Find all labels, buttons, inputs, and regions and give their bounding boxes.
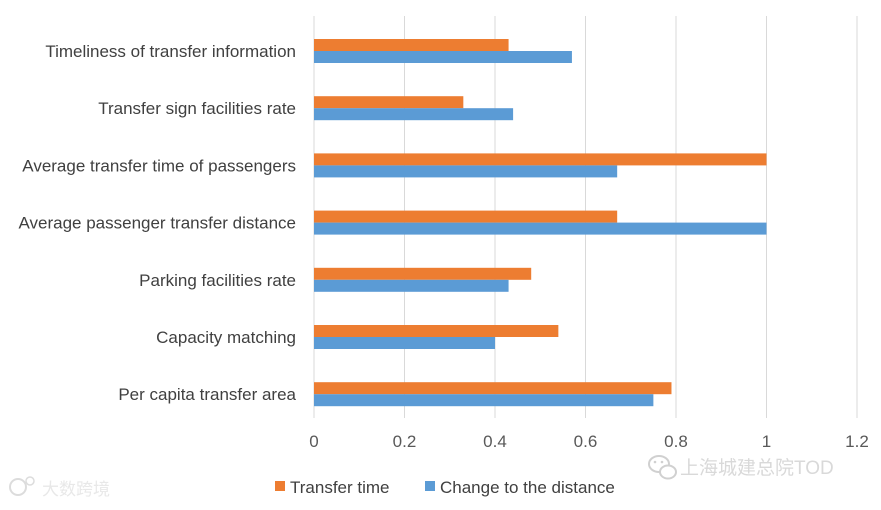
legend-swatch-transfer-time — [275, 481, 285, 491]
category-label: Per capita transfer area — [118, 385, 296, 404]
category-label: Timeliness of transfer information — [45, 42, 296, 61]
bar-transfer-time — [314, 153, 767, 166]
x-tick-label: 1 — [762, 432, 771, 451]
bar-change-to-the-distance — [314, 279, 509, 292]
category-label: Average transfer time of passengers — [22, 156, 296, 175]
bar-transfer-time — [314, 39, 509, 51]
legend: Transfer time Change to the distance — [275, 478, 615, 497]
category-label: Parking facilities rate — [139, 271, 296, 290]
bars — [314, 39, 767, 407]
watermark-right: 上海城建总院TOD — [648, 455, 834, 480]
x-tick-label: 0.6 — [574, 432, 598, 451]
legend-swatch-change-to-the-distance — [425, 481, 435, 491]
x-tick-label: 0.2 — [393, 432, 417, 451]
category-label: Capacity matching — [156, 328, 296, 347]
wechat-icon — [648, 455, 677, 480]
bar-transfer-time — [314, 96, 464, 109]
legend-label-change-to-the-distance: Change to the distance — [440, 478, 615, 497]
bar-change-to-the-distance — [314, 222, 767, 235]
watermark-right-text: 上海城建总院TOD — [680, 457, 834, 479]
bar-transfer-time — [314, 382, 672, 395]
watermark-logo-icon — [9, 476, 35, 496]
category-label: Transfer sign facilities rate — [98, 99, 296, 118]
bar-change-to-the-distance — [314, 51, 572, 63]
x-tick-label: 1.2 — [845, 432, 869, 451]
x-tick-label: 0.4 — [483, 432, 507, 451]
bar-change-to-the-distance — [314, 394, 654, 407]
x-tick-labels: 0 0.2 0.4 0.6 0.8 1 1.2 — [309, 432, 869, 451]
category-labels: Timeliness of transfer information Transf… — [18, 42, 296, 404]
bar-transfer-time — [314, 267, 532, 280]
category-label: Average passenger transfer distance — [18, 214, 296, 233]
bar-change-to-the-distance — [314, 165, 618, 178]
bar-transfer-time — [314, 210, 618, 223]
bar-change-to-the-distance — [314, 108, 514, 121]
bar-transfer-time — [314, 325, 559, 337]
legend-label-transfer-time: Transfer time — [290, 478, 390, 497]
x-tick-label: 0.8 — [664, 432, 688, 451]
watermark-left: 大数跨境 — [9, 476, 110, 499]
x-tick-label: 0 — [309, 432, 318, 451]
bar-change-to-the-distance — [314, 337, 495, 349]
watermark-left-text: 大数跨境 — [42, 480, 110, 499]
